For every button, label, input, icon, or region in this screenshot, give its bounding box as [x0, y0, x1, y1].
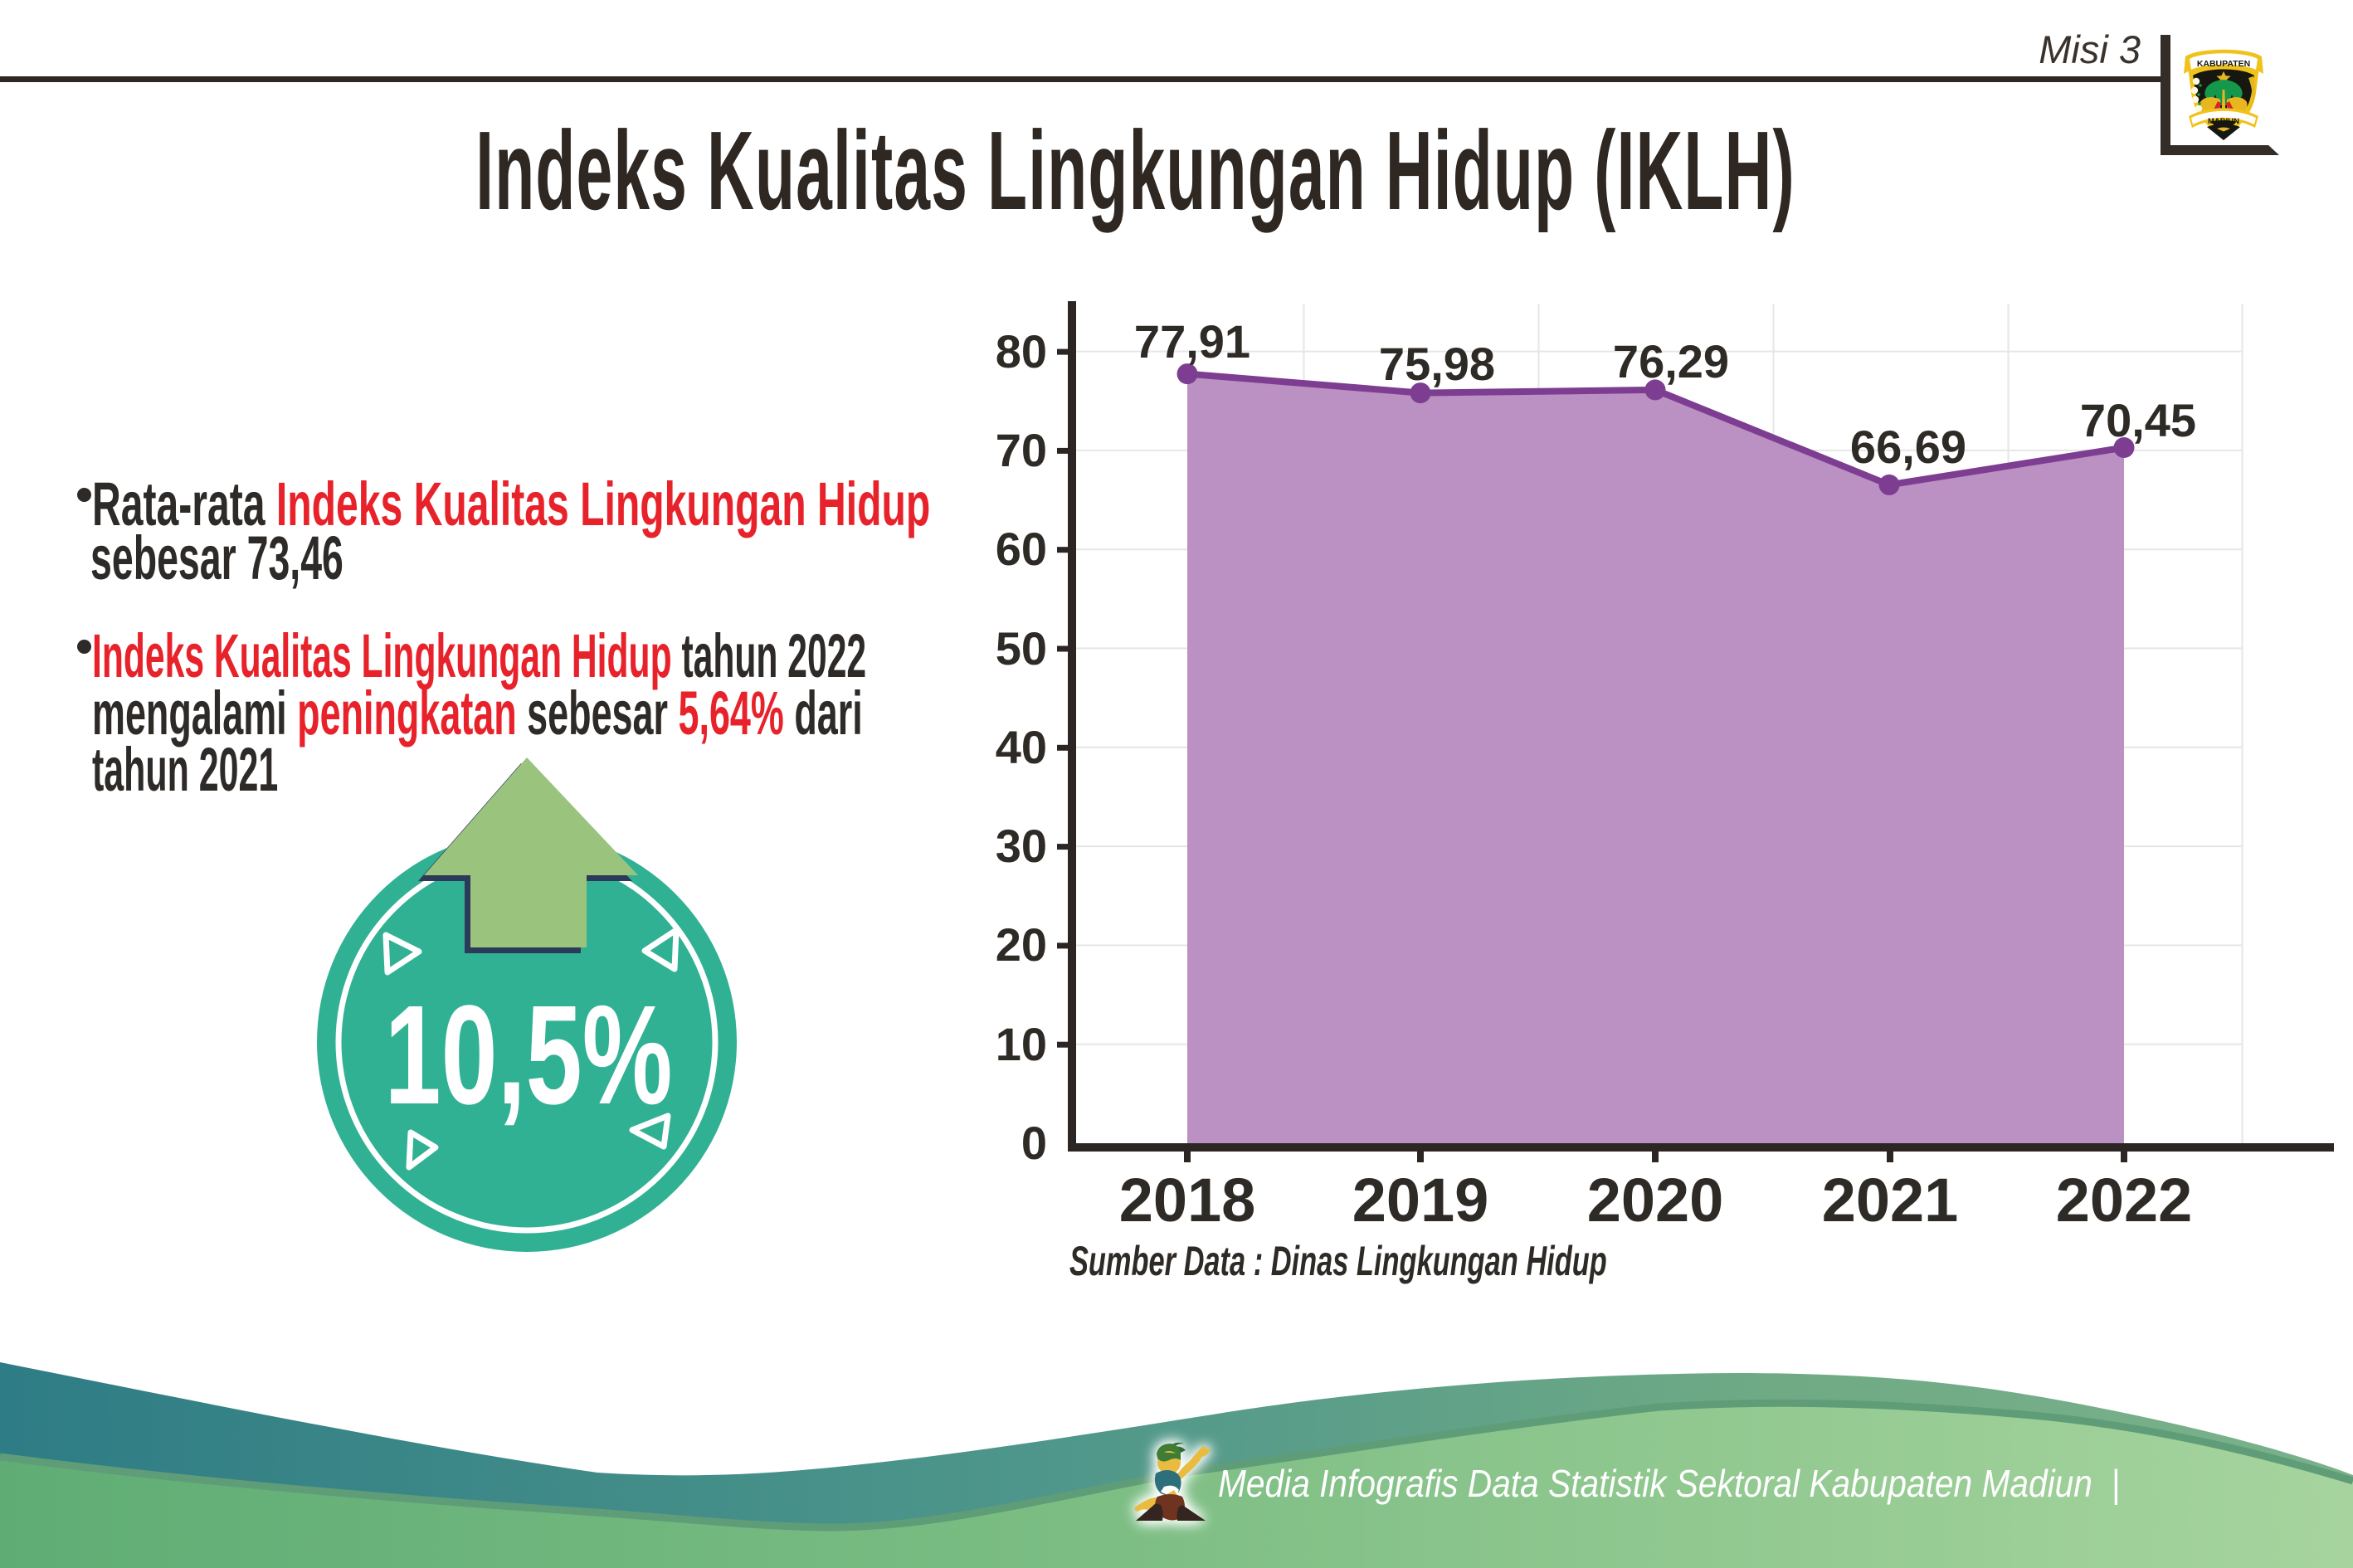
svg-text:20: 20	[996, 918, 1047, 971]
svg-text:10: 10	[996, 1018, 1047, 1070]
svg-text:70: 70	[996, 424, 1047, 476]
svg-text:80: 80	[996, 325, 1047, 377]
svg-text:70,45: 70,45	[2080, 394, 2196, 446]
svg-text:2019: 2019	[1352, 1166, 1489, 1234]
svg-text:75,98: 75,98	[1379, 338, 1495, 390]
svg-text:50: 50	[996, 622, 1047, 674]
svg-text:Sumber Data : Dinas Lingkungan: Sumber Data : Dinas Lingkungan Hidup	[1069, 1239, 1607, 1285]
svg-text:60: 60	[996, 523, 1047, 575]
svg-text:MADIUN: MADIUN	[2208, 117, 2239, 126]
svg-text:40: 40	[996, 721, 1047, 773]
svg-text:30: 30	[996, 820, 1047, 872]
svg-text:2022: 2022	[2056, 1166, 2193, 1234]
svg-text:KABUPATEN: KABUPATEN	[2197, 59, 2250, 69]
svg-text:77,91: 77,91	[1134, 315, 1250, 368]
svg-text:2018: 2018	[1119, 1166, 1256, 1234]
svg-text:66,69: 66,69	[1850, 421, 1966, 473]
svg-text:2020: 2020	[1587, 1166, 1724, 1234]
svg-text:76,29: 76,29	[1613, 335, 1729, 387]
svg-text:2021: 2021	[1822, 1166, 1959, 1234]
svg-text:0: 0	[1021, 1117, 1047, 1169]
svg-text:10,5%: 10,5%	[384, 976, 672, 1133]
